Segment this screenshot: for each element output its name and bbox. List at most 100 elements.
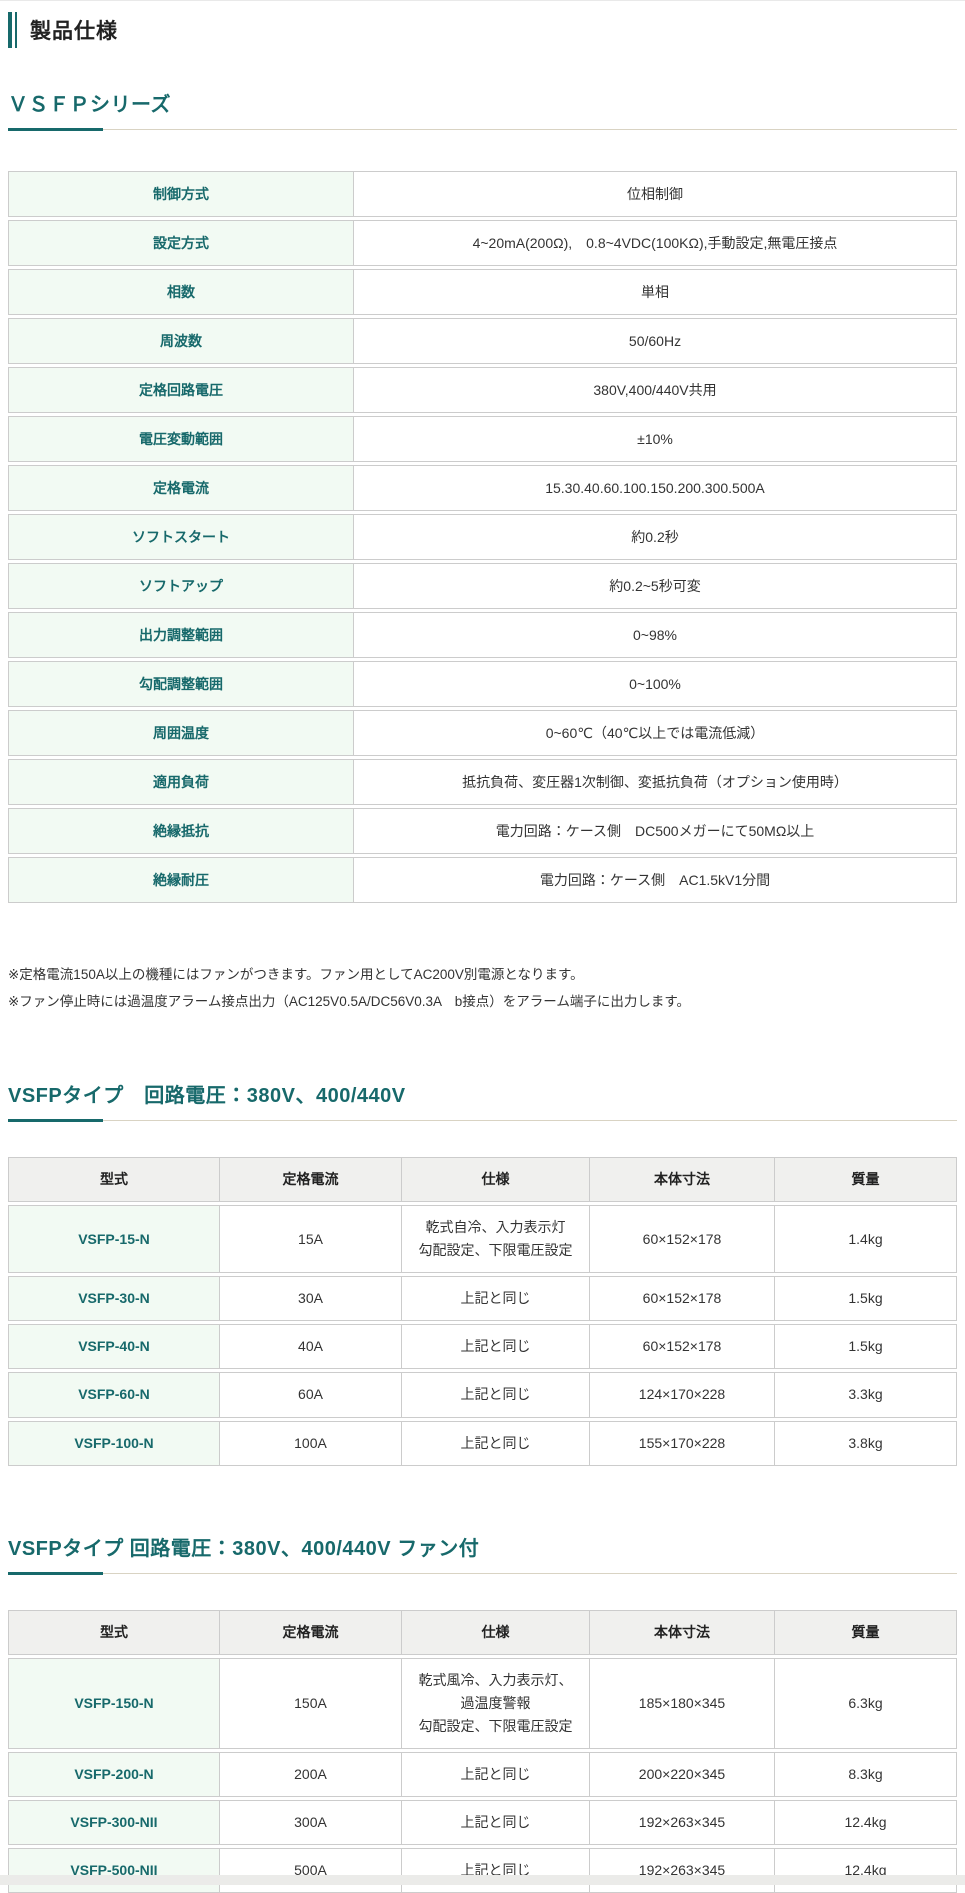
weight-cell: 1.5kg [775,1325,956,1369]
spec-row: 定格回路電圧 380V,400/440V共用 [8,367,957,413]
spec-value: 単相 [354,270,956,314]
spec-row: 勾配調整範囲 0~100% [8,661,957,707]
size-cell: 155×170×228 [590,1421,775,1465]
vsfp-type-fan-heading-text: VSFPタイプ 回路電圧：380V、400/440V ファン付 [8,1537,480,1560]
section-heading-vsfp-type-fan: VSFPタイプ 回路電圧：380V、400/440V ファン付 [8,1532,957,1575]
spec-row: 絶縁抵抗 電力回路：ケース側 DC500メガーにて50MΩ以上 [8,808,957,854]
spec-label: 電圧変動範囲 [9,417,354,461]
col-header-weight: 質量 [775,1158,956,1202]
weight-cell: 1.4kg [775,1206,956,1273]
spec-value: 約0.2~5秒可変 [354,564,956,608]
spec-cell: 上記と同じ [402,1277,590,1321]
footnotes: ※定格電流150A以上の機種にはファンがつきます。ファン用としてAC200V別電… [8,961,957,1015]
spec-cell: 上記と同じ [402,1753,590,1797]
model-table-standard: 型式 定格電流 仕様 本体寸法 質量 VSFP-15-N 15A 乾式自冷、入力… [8,1157,957,1466]
model-cell: VSFP-60-N [9,1373,220,1417]
weight-cell: 3.8kg [775,1421,956,1465]
spec-value: 位相制御 [354,172,956,216]
table-row: VSFP-15-N 15A 乾式自冷、入力表示灯 勾配設定、下限電圧設定 60×… [8,1205,957,1274]
spec-value: 電力回路：ケース側 AC1.5kV1分間 [354,858,956,902]
spec-row: ソフトスタート 約0.2秒 [8,514,957,560]
spec-label: 相数 [9,270,354,314]
model-cell: VSFP-150-N [9,1658,220,1749]
model-cell: VSFP-40-N [9,1325,220,1369]
spec-row: 適用負荷 抵抗負荷、変圧器1次制御、変抵抗負荷（オプション使用時） [8,759,957,805]
model-cell: VSFP-500-NII [9,1849,220,1893]
spec-value: 抵抗負荷、変圧器1次制御、変抵抗負荷（オプション使用時） [354,760,956,804]
spec-label: 出力調整範囲 [9,613,354,657]
current-cell: 60A [220,1373,402,1417]
spec-row: 周囲温度 0~60℃（40℃以上では電流低減） [8,710,957,756]
current-cell: 30A [220,1277,402,1321]
spec-label: 周囲温度 [9,711,354,755]
spec-label: 制御方式 [9,172,354,216]
size-cell: 124×170×228 [590,1373,775,1417]
footnote: ※ファン停止時には過温度アラーム接点出力（AC125V0.5A/DC56V0.3… [8,994,691,1009]
size-cell: 60×152×178 [590,1277,775,1321]
spec-cell: 上記と同じ [402,1325,590,1369]
spec-label: 定格電流 [9,466,354,510]
size-cell: 200×220×345 [590,1753,775,1797]
current-cell: 15A [220,1206,402,1273]
col-header-size: 本体寸法 [590,1610,775,1654]
col-header-size: 本体寸法 [590,1158,775,1202]
model-cell: VSFP-200-N [9,1753,220,1797]
col-header-current: 定格電流 [220,1158,402,1202]
table-row: VSFP-40-N 40A 上記と同じ 60×152×178 1.5kg [8,1324,957,1370]
spec-cell: 上記と同じ [402,1421,590,1465]
spec-row: 周波数 50/60Hz [8,318,957,364]
spec-value: 0~98% [354,613,956,657]
model-cell: VSFP-30-N [9,1277,220,1321]
spec-cell: 上記と同じ [402,1849,590,1893]
spec-label: ソフトスタート [9,515,354,559]
spec-label: 絶縁抵抗 [9,809,354,853]
spec-value: 50/60Hz [354,319,956,363]
weight-cell: 3.3kg [775,1373,956,1417]
col-header-spec: 仕様 [402,1610,590,1654]
spec-table: 制御方式 位相制御 設定方式 4~20mA(200Ω), 0.8~4VDC(100K… [8,171,957,903]
model-cell: VSFP-15-N [9,1206,220,1273]
weight-cell: 6.3kg [775,1658,956,1749]
series-heading-text: ＶＳＦＰシリーズ [8,94,171,116]
spec-value: 4~20mA(200Ω), 0.8~4VDC(100KΩ),手動設定,無電圧接点 [354,221,956,265]
spec-value: 15.30.40.60.100.150.200.300.500A [354,466,956,510]
size-cell: 60×152×178 [590,1206,775,1273]
col-header-model: 型式 [9,1158,220,1202]
spec-row: 相数 単相 [8,269,957,315]
model-cell: VSFP-100-N [9,1421,220,1465]
col-header-spec: 仕様 [402,1158,590,1202]
spec-row: 絶縁耐圧 電力回路：ケース側 AC1.5kV1分間 [8,857,957,903]
current-cell: 300A [220,1801,402,1845]
size-cell: 192×263×345 [590,1849,775,1893]
spec-row: 電圧変動範囲 ±10% [8,416,957,462]
page-content: 製品仕様 ＶＳＦＰシリーズ 制御方式 位相制御 設定方式 4~20mA(200Ω),… [0,10,965,1893]
spec-row: 出力調整範囲 0~98% [8,612,957,658]
spec-row: 設定方式 4~20mA(200Ω), 0.8~4VDC(100KΩ),手動設定,無… [8,220,957,266]
spec-row: ソフトアップ 約0.2~5秒可変 [8,563,957,609]
spec-value: 0~100% [354,662,956,706]
section-heading-series: ＶＳＦＰシリーズ [8,88,957,131]
weight-cell: 1.5kg [775,1277,956,1321]
spec-label: ソフトアップ [9,564,354,608]
table-row: VSFP-150-N 150A 乾式風冷、入力表示灯、 過温度警報 勾配設定、下… [8,1657,957,1750]
spec-cell: 上記と同じ [402,1373,590,1417]
table-header-row: 型式 定格電流 仕様 本体寸法 質量 [8,1157,957,1203]
current-cell: 40A [220,1325,402,1369]
model-cell: VSFP-300-NII [9,1801,220,1845]
current-cell: 200A [220,1753,402,1797]
table-row: VSFP-300-NII 300A 上記と同じ 192×263×345 12.4… [8,1800,957,1846]
size-cell: 185×180×345 [590,1658,775,1749]
spec-label: 設定方式 [9,221,354,265]
current-cell: 100A [220,1421,402,1465]
cutoff-footer-strip [0,1875,965,1885]
table-row: VSFP-200-N 200A 上記と同じ 200×220×345 8.3kg [8,1752,957,1798]
spec-value: 380V,400/440V共用 [354,368,956,412]
spec-cell: 上記と同じ [402,1801,590,1845]
table-row: VSFP-60-N 60A 上記と同じ 124×170×228 3.3kg [8,1372,957,1418]
model-table-fan: 型式 定格電流 仕様 本体寸法 質量 VSFP-150-N 150A 乾式風冷、… [8,1609,957,1893]
table-row: VSFP-30-N 30A 上記と同じ 60×152×178 1.5kg [8,1276,957,1322]
current-cell: 500A [220,1849,402,1893]
page-title-block: 製品仕様 [8,10,957,50]
table-row: VSFP-100-N 100A 上記と同じ 155×170×228 3.8kg [8,1420,957,1466]
spec-cell: 乾式自冷、入力表示灯 勾配設定、下限電圧設定 [402,1206,590,1273]
